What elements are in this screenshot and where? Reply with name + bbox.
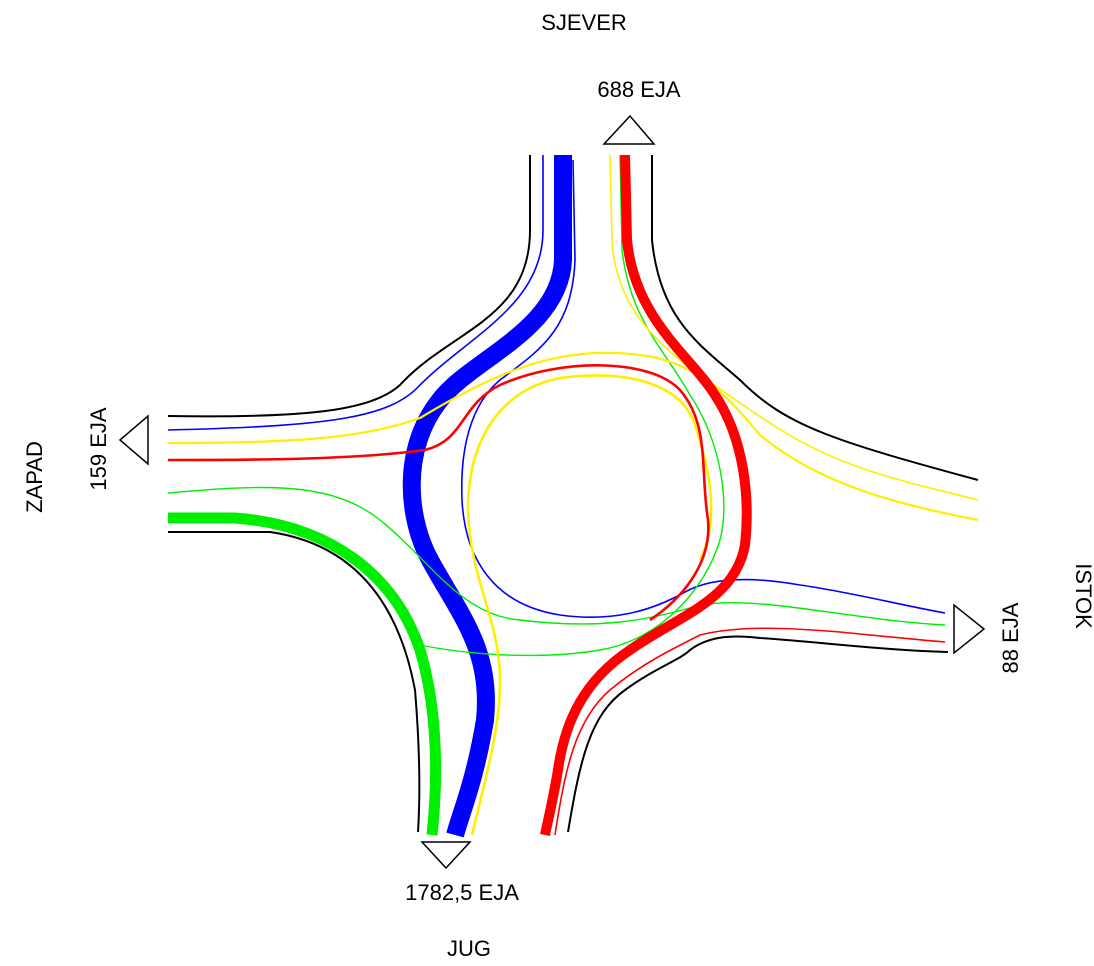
- blue-north-west-outer: [167, 155, 544, 431]
- flow-north-label: 688 EJA: [597, 77, 680, 102]
- green-heavy-west-south: [168, 512, 442, 836]
- green-west-east-thin: [167, 486, 946, 626]
- red-west-inner-loop: [167, 364, 710, 622]
- yellow-west-east: [167, 351, 979, 522]
- road-edge-nw: [167, 155, 531, 418]
- flow-east-label: 88 EJA: [998, 602, 1023, 673]
- north-triangle-icon: [602, 114, 656, 145]
- east-triangle-icon: [953, 603, 986, 655]
- road-edge-sw: [168, 531, 421, 833]
- blue-heavy-north-south: [402, 155, 572, 838]
- direction-east-label: ISTOK: [1071, 563, 1094, 629]
- flow-west-label: 159 EJA: [86, 407, 111, 490]
- direction-south-label: JUG: [447, 936, 491, 961]
- direction-north-label: SJEVER: [541, 10, 627, 35]
- red-heavy-north-south: [540, 154, 752, 836]
- yellow-flows: [167, 154, 979, 836]
- green-north-around: [419, 154, 725, 657]
- road-edges: [167, 155, 979, 833]
- south-triangle-icon: [420, 841, 472, 870]
- yellow-ne-inner: [609, 154, 979, 501]
- flow-arrows: [118, 114, 986, 870]
- road-edge-ne: [651, 155, 979, 481]
- red-flows: [167, 154, 946, 836]
- direction-west-label: ZAPAD: [22, 441, 47, 513]
- red-east-thin: [554, 627, 946, 836]
- blue-flows: [167, 155, 946, 838]
- blue-inner-loop: [460, 159, 946, 618]
- yellow-inner-loop-south: [466, 374, 713, 836]
- flow-south-label: 1782,5 EJA: [405, 880, 519, 905]
- west-triangle-icon: [118, 414, 149, 466]
- road-edge-se: [567, 635, 949, 833]
- green-flows: [167, 154, 946, 836]
